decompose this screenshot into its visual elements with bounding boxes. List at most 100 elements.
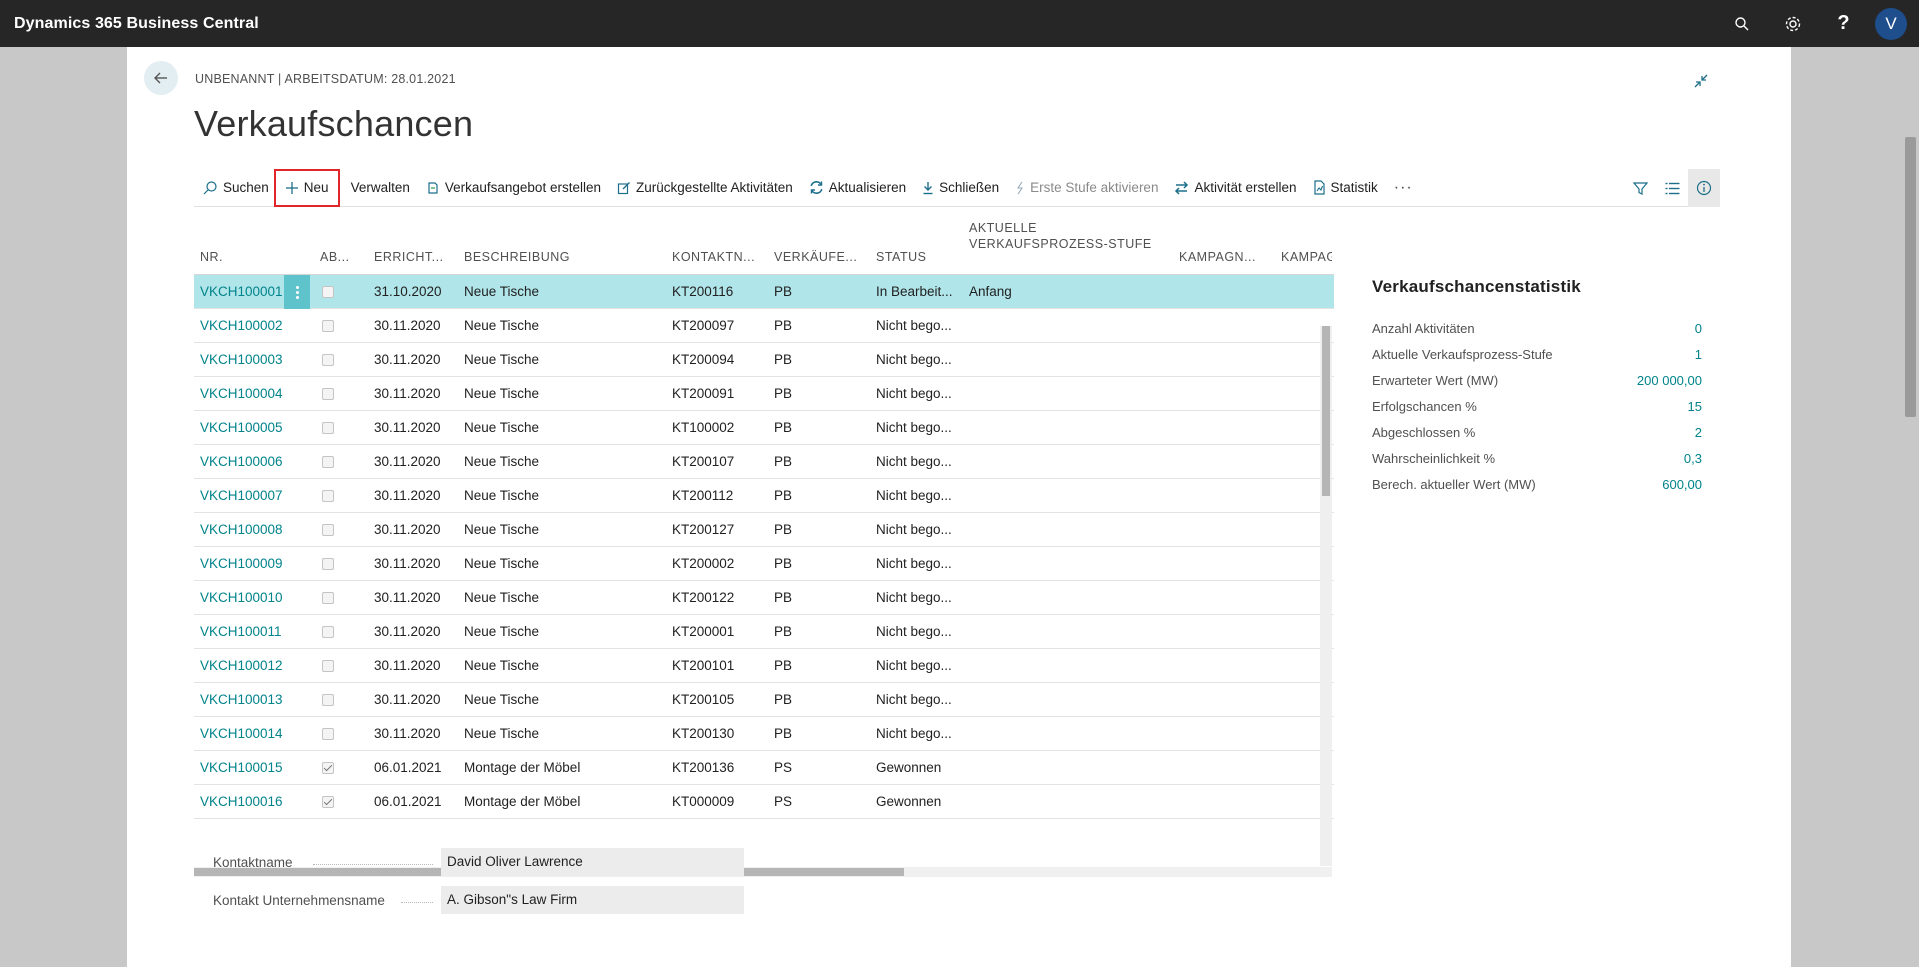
- col-header-status[interactable]: STATUS: [876, 250, 927, 264]
- factbox-row-value[interactable]: 0,3: [1683, 450, 1702, 466]
- col-header-campaign-2[interactable]: KAMPAG: [1281, 250, 1332, 264]
- table-row[interactable]: VKCH100010 30.11.2020 Neue Tische KT200122 P…: [194, 581, 1334, 615]
- table-header: NR. AB... ERRICHT... BESCHREIBUNG KONTAK…: [194, 217, 1334, 275]
- table-row[interactable]: VKCH100005 30.11.2020 Neue Tische KT100002 P…: [194, 411, 1334, 445]
- cell-description: Neue Tische: [464, 726, 540, 741]
- action-refresh[interactable]: Aktualisieren: [801, 172, 914, 204]
- page-scrollbar[interactable]: [1902, 47, 1919, 967]
- table-vertical-scrollbar[interactable]: [1320, 326, 1332, 866]
- cell-nr[interactable]: VKCH100016: [200, 794, 283, 809]
- cell-salesperson: PB: [774, 624, 793, 639]
- factbox-row-label: Erfolgschancen %: [1372, 398, 1477, 414]
- action-create-quote[interactable]: Verkaufsangebot erstellen: [418, 172, 609, 204]
- col-header-stage-line2: VERKAUFSPROZESS-STUFE: [969, 237, 1152, 251]
- cell-stage: [969, 309, 1169, 343]
- contact-name-value[interactable]: David Oliver Lawrence: [441, 848, 744, 876]
- cell-nr[interactable]: VKCH100008: [200, 522, 283, 537]
- table-row[interactable]: VKCH100001 31.10.2020 Neue Tische KT200116 P…: [194, 275, 1334, 309]
- action-create-activity[interactable]: Aktivität erstellen: [1166, 172, 1304, 204]
- action-create-quote-label: Verkaufsangebot erstellen: [444, 180, 601, 195]
- col-header-salesperson[interactable]: VERKÄUFE...: [774, 250, 858, 264]
- swap-icon: [1174, 180, 1189, 195]
- col-header-contact[interactable]: KONTAKTN...: [672, 250, 756, 264]
- collapse-button[interactable]: [1689, 69, 1713, 93]
- factbox-row-value[interactable]: 200 000,00: [1636, 372, 1702, 388]
- cell-nr[interactable]: VKCH100003: [200, 352, 283, 367]
- factbox-toggle-button[interactable]: [1688, 169, 1720, 207]
- edit-icon: [617, 181, 631, 195]
- cell-nr[interactable]: VKCH100007: [200, 488, 283, 503]
- action-new[interactable]: Neu: [273, 168, 340, 207]
- col-header-nr[interactable]: NR.: [200, 250, 224, 264]
- action-close[interactable]: Schließen: [914, 172, 1007, 204]
- cell-contact: KT200097: [672, 318, 735, 333]
- table-row[interactable]: VKCH100006 30.11.2020 Neue Tische KT200107 P…: [194, 445, 1334, 479]
- cell-nr[interactable]: VKCH100004: [200, 386, 283, 401]
- cell-contact: KT100002: [672, 420, 735, 435]
- cell-nr[interactable]: VKCH100015: [200, 760, 283, 775]
- cell-stage: [969, 785, 1169, 819]
- cell-nr[interactable]: VKCH100010: [200, 590, 283, 605]
- table-row[interactable]: VKCH100013 30.11.2020 Neue Tische KT200105 P…: [194, 683, 1334, 717]
- table-row[interactable]: VKCH100008 30.11.2020 Neue Tische KT200127 P…: [194, 513, 1334, 547]
- table-row[interactable]: VKCH100016 06.01.2021 Montage der Möbel KT0…: [194, 785, 1334, 819]
- col-header-created[interactable]: ERRICHT...: [374, 250, 444, 264]
- cell-salesperson: PB: [774, 420, 793, 435]
- table-row[interactable]: VKCH100015 06.01.2021 Montage der Möbel KT2…: [194, 751, 1334, 785]
- cell-description: Neue Tische: [464, 692, 540, 707]
- cell-nr[interactable]: VKCH100005: [200, 420, 283, 435]
- factbox-row-label: Abgeschlossen %: [1372, 424, 1476, 440]
- settings-button[interactable]: [1767, 0, 1818, 47]
- list-view-button[interactable]: [1656, 169, 1688, 207]
- cell-nr[interactable]: VKCH100006: [200, 454, 283, 469]
- col-header-stage[interactable]: AKTUELLE VERKAUFSPROZESS-STUFE: [969, 220, 1152, 252]
- factbox-row-value[interactable]: 600,00: [1662, 476, 1702, 492]
- table-row[interactable]: VKCH100004 30.11.2020 Neue Tische KT200091 P…: [194, 377, 1334, 411]
- col-header-closed[interactable]: AB...: [320, 250, 350, 264]
- action-manage[interactable]: Verwalten: [343, 172, 418, 204]
- company-name-value[interactable]: A. Gibson"s Law Firm: [441, 886, 744, 914]
- col-header-description[interactable]: BESCHREIBUNG: [464, 250, 571, 264]
- cell-created: 30.11.2020: [374, 556, 441, 571]
- search-button[interactable]: [1716, 0, 1767, 47]
- cell-salesperson: PB: [774, 556, 793, 571]
- cell-salesperson: PB: [774, 284, 793, 299]
- avatar[interactable]: V: [1875, 7, 1907, 40]
- table-row[interactable]: VKCH100003 30.11.2020 Neue Tische KT200094 P…: [194, 343, 1334, 377]
- factbox-row-value[interactable]: 1: [1694, 346, 1702, 362]
- action-search[interactable]: Suchen: [194, 172, 277, 204]
- table-vertical-scrollbar-thumb[interactable]: [1322, 326, 1330, 496]
- row-actions-button[interactable]: [284, 275, 310, 309]
- factbox-title: Verkaufschancenstatistik: [1372, 277, 1581, 296]
- action-statistics[interactable]: Statistik: [1305, 172, 1386, 204]
- factbox-row: Aktuelle Verkaufsprozess-Stufe 1: [1372, 341, 1702, 367]
- page-scrollbar-thumb[interactable]: [1905, 137, 1916, 417]
- factbox-rows: Anzahl Aktivitäten 0 Aktuelle Verkaufsproz…: [1372, 315, 1702, 497]
- cell-nr[interactable]: VKCH100014: [200, 726, 283, 741]
- cell-nr[interactable]: VKCH100013: [200, 692, 283, 707]
- action-postponed-activities[interactable]: Zurückgestellte Aktivitäten: [609, 172, 801, 204]
- cell-nr[interactable]: VKCH100012: [200, 658, 283, 673]
- back-button[interactable]: [144, 61, 178, 95]
- help-button[interactable]: ?: [1818, 0, 1869, 47]
- table-row[interactable]: VKCH100012 30.11.2020 Neue Tische KT200101 P…: [194, 649, 1334, 683]
- factbox-row-value[interactable]: 2: [1694, 424, 1702, 440]
- cell-stage: [969, 513, 1169, 547]
- cell-salesperson: PB: [774, 658, 793, 673]
- cell-nr[interactable]: VKCH100002: [200, 318, 283, 333]
- factbox-row-value[interactable]: 0: [1694, 320, 1702, 336]
- table-row[interactable]: VKCH100007 30.11.2020 Neue Tische KT200112 P…: [194, 479, 1334, 513]
- cell-nr[interactable]: VKCH100011: [200, 624, 282, 639]
- cell-nr[interactable]: VKCH100001: [200, 284, 283, 299]
- table-row[interactable]: VKCH100009 30.11.2020 Neue Tische KT200002 P…: [194, 547, 1334, 581]
- table-row[interactable]: VKCH100011 30.11.2020 Neue Tische KT200001 P…: [194, 615, 1334, 649]
- cell-nr[interactable]: VKCH100009: [200, 556, 283, 571]
- more-actions-button[interactable]: ···: [1393, 178, 1413, 196]
- table-row[interactable]: VKCH100014 30.11.2020 Neue Tische KT200130 P…: [194, 717, 1334, 751]
- col-header-campaign-1[interactable]: KAMPAGN...: [1179, 250, 1257, 264]
- action-activate-first-stage[interactable]: Erste Stufe aktivieren: [1007, 172, 1166, 204]
- filter-button[interactable]: [1624, 169, 1656, 207]
- factbox-row-value[interactable]: 15: [1687, 398, 1702, 414]
- cell-description: Neue Tische: [464, 318, 540, 333]
- table-row[interactable]: VKCH100002 30.11.2020 Neue Tische KT200097 P…: [194, 309, 1334, 343]
